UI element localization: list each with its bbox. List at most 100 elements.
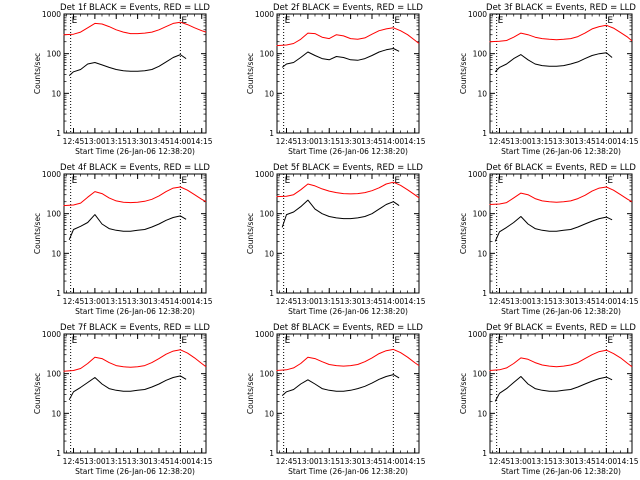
lld-series-line bbox=[276, 27, 420, 47]
x-axis-label: Start Time (26-Jan-06 12:38:20) bbox=[501, 467, 621, 476]
y-tick-label: 100 bbox=[473, 210, 488, 219]
y-tick-label: 10 bbox=[477, 89, 487, 98]
x-tick-label: 14:00 bbox=[170, 457, 192, 466]
event-marker-label: E bbox=[72, 16, 78, 26]
panel-3: Det 3f BLACK = Events, RED = LLD 1 10 100 10… bbox=[459, 3, 639, 156]
plot-frame bbox=[276, 333, 420, 454]
event-marker-label: E bbox=[498, 16, 504, 26]
y-tick-label: 1 bbox=[269, 289, 274, 298]
x-tick-label: 13:30 bbox=[553, 137, 575, 146]
x-tick-label: 14:00 bbox=[383, 297, 405, 306]
x-tick-label: 13:45 bbox=[148, 137, 170, 146]
lld-series-line bbox=[63, 349, 207, 372]
x-tick-label: 12:45 bbox=[276, 297, 298, 306]
y-axis-label: Counts/sec bbox=[33, 373, 42, 414]
lld-series-line bbox=[276, 348, 420, 371]
x-tick-label: 13:00 bbox=[84, 457, 106, 466]
panel-2: Det 2f BLACK = Events, RED = LLD 1 10 100 10… bbox=[246, 3, 426, 156]
y-tick-label: 10 bbox=[51, 89, 61, 98]
x-axis-label: Start Time (26-Jan-06 12:38:20) bbox=[501, 307, 621, 316]
x-tick-label: 13:00 bbox=[510, 297, 532, 306]
x-tick-label: 12:45 bbox=[489, 297, 511, 306]
event-marker-label: E bbox=[181, 176, 187, 186]
x-tick-label: 14:00 bbox=[596, 137, 618, 146]
y-tick-label: 100 bbox=[47, 210, 62, 219]
y-tick-label: 100 bbox=[47, 370, 62, 379]
plot-frame bbox=[276, 173, 420, 294]
y-axis-label: Counts/sec bbox=[33, 53, 42, 94]
x-tick-label: 13:30 bbox=[340, 457, 362, 466]
x-axis-label: Start Time (26-Jan-06 12:38:20) bbox=[288, 147, 408, 156]
event-marker-label: E bbox=[498, 336, 504, 346]
y-tick-label: 100 bbox=[260, 210, 275, 219]
x-axis-label: Start Time (26-Jan-06 12:38:20) bbox=[288, 467, 408, 476]
y-tick-label: 1 bbox=[482, 129, 487, 138]
panel-title: Det 6f BLACK = Events, RED = LLD bbox=[486, 163, 636, 173]
x-tick-label: 13:45 bbox=[148, 297, 170, 306]
event-marker-label: E bbox=[72, 336, 78, 346]
x-tick-label: 13:15 bbox=[531, 457, 553, 466]
x-tick-label: 14:15 bbox=[191, 457, 213, 466]
y-axis-label: Counts/sec bbox=[459, 373, 468, 414]
x-tick-label: 13:00 bbox=[510, 137, 532, 146]
y-tick-label: 10 bbox=[51, 249, 61, 258]
y-axis-label: Counts/sec bbox=[459, 213, 468, 254]
x-tick-label: 13:15 bbox=[531, 137, 553, 146]
x-tick-label: 13:00 bbox=[510, 457, 532, 466]
panel-title: Det 8f BLACK = Events, RED = LLD bbox=[273, 323, 423, 333]
x-tick-label: 14:00 bbox=[170, 137, 192, 146]
x-tick-label: 14:00 bbox=[383, 457, 405, 466]
event-marker-label: E bbox=[607, 336, 613, 346]
plot-frame bbox=[63, 173, 207, 294]
x-tick-label: 13:00 bbox=[84, 137, 106, 146]
x-tick-label: 13:15 bbox=[318, 137, 340, 146]
x-tick-label: 14:15 bbox=[617, 297, 639, 306]
events-series-line bbox=[68, 54, 187, 76]
panel-8: Det 8f BLACK = Events, RED = LLD 1 10 100 10… bbox=[246, 323, 426, 476]
x-tick-label: 12:45 bbox=[489, 457, 511, 466]
x-tick-label: 13:00 bbox=[84, 297, 106, 306]
x-axis-label: Start Time (26-Jan-06 12:38:20) bbox=[501, 147, 621, 156]
x-tick-label: 13:45 bbox=[361, 457, 383, 466]
y-tick-label: 1000 bbox=[42, 10, 61, 19]
plot-frame bbox=[276, 13, 420, 134]
x-tick-label: 14:15 bbox=[191, 137, 213, 146]
event-marker-label: E bbox=[285, 176, 291, 186]
event-marker-label: E bbox=[394, 176, 400, 186]
y-tick-label: 1000 bbox=[42, 170, 61, 179]
y-axis-label: Counts/sec bbox=[246, 53, 255, 94]
x-tick-label: 13:45 bbox=[574, 297, 596, 306]
x-tick-label: 12:45 bbox=[276, 457, 298, 466]
x-axis-label: Start Time (26-Jan-06 12:38:20) bbox=[75, 307, 195, 316]
panel-title: Det 3f BLACK = Events, RED = LLD bbox=[486, 3, 636, 13]
event-marker-label: E bbox=[181, 336, 187, 346]
events-series-line bbox=[68, 214, 187, 240]
panel-9: Det 9f BLACK = Events, RED = LLD 1 10 100 10… bbox=[459, 323, 639, 476]
x-tick-label: 12:45 bbox=[276, 137, 298, 146]
x-tick-label: 13:45 bbox=[574, 137, 596, 146]
event-marker-label: E bbox=[607, 16, 613, 26]
y-tick-label: 1 bbox=[56, 129, 61, 138]
x-axis-label: Start Time (26-Jan-06 12:38:20) bbox=[288, 307, 408, 316]
y-tick-label: 1000 bbox=[468, 10, 487, 19]
y-tick-label: 1 bbox=[482, 449, 487, 458]
x-tick-label: 14:15 bbox=[404, 137, 426, 146]
y-tick-label: 10 bbox=[264, 249, 274, 258]
y-axis-label: Counts/sec bbox=[246, 213, 255, 254]
x-tick-label: 12:45 bbox=[63, 137, 85, 146]
panel-title: Det 2f BLACK = Events, RED = LLD bbox=[273, 3, 423, 13]
x-tick-label: 13:00 bbox=[297, 297, 319, 306]
x-tick-label: 14:00 bbox=[383, 137, 405, 146]
x-tick-label: 13:15 bbox=[318, 457, 340, 466]
x-tick-label: 14:15 bbox=[191, 297, 213, 306]
x-tick-label: 13:30 bbox=[553, 297, 575, 306]
y-tick-label: 100 bbox=[260, 50, 275, 59]
lld-series-line bbox=[276, 181, 420, 199]
events-series-line bbox=[281, 48, 400, 68]
lld-series-line bbox=[63, 186, 207, 207]
x-tick-label: 13:30 bbox=[127, 457, 149, 466]
plot-frame bbox=[63, 333, 207, 454]
events-series-line bbox=[494, 216, 613, 242]
panel-title: Det 9f BLACK = Events, RED = LLD bbox=[486, 323, 636, 333]
